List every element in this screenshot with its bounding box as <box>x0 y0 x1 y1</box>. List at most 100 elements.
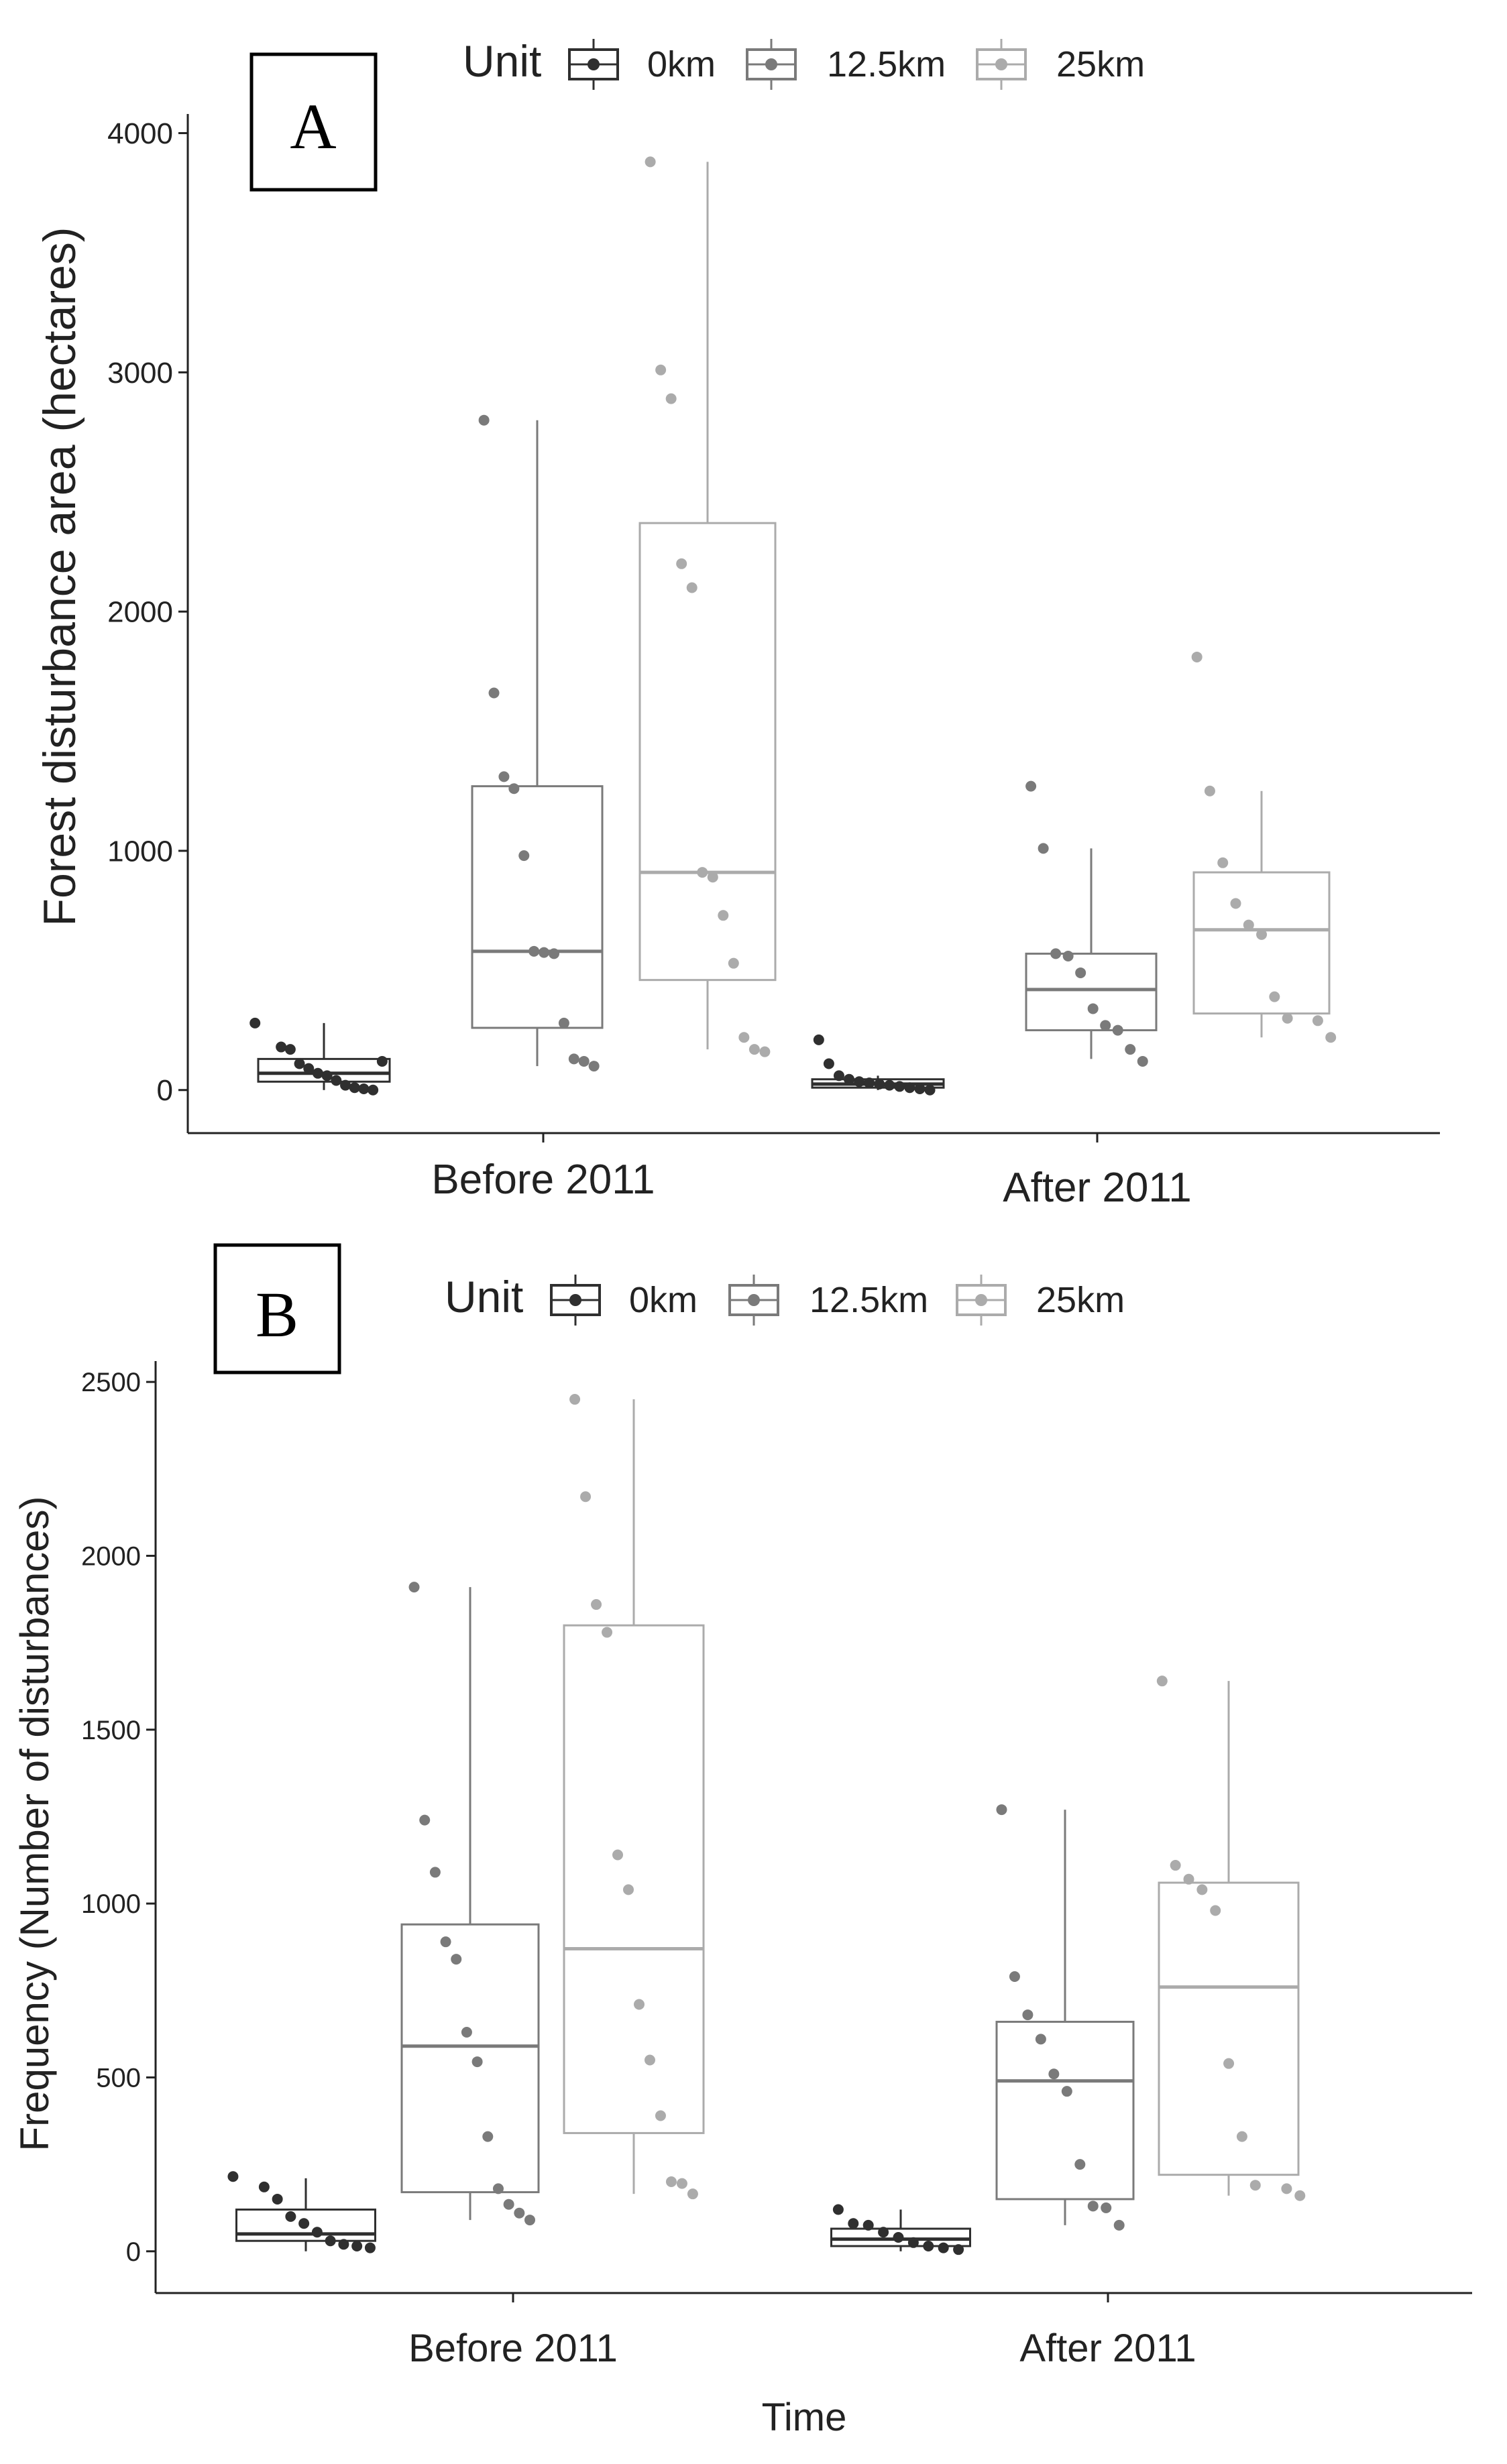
data-point <box>1312 1015 1323 1026</box>
box-iqr <box>638 522 777 982</box>
data-point <box>1038 843 1049 854</box>
data-point <box>368 1084 379 1096</box>
legend-a-title: Unit <box>463 36 541 86</box>
data-point <box>1112 1024 1123 1036</box>
data-point <box>738 1032 750 1043</box>
data-point <box>1050 948 1062 959</box>
data-point <box>665 2176 677 2188</box>
data-point <box>498 771 510 782</box>
box-iqr <box>471 785 604 1029</box>
data-point <box>285 2211 296 2222</box>
legend-a-item-0km <box>568 39 619 90</box>
data-point <box>227 2171 239 2182</box>
y-tick-label-b-500: 500 <box>96 2063 141 2093</box>
data-point <box>893 2232 904 2243</box>
y-tick-label-a-0: 0 <box>157 1074 173 1107</box>
panel-a-label-box <box>249 52 378 192</box>
data-point <box>1196 1884 1208 1895</box>
data-point <box>1230 898 1241 909</box>
box-iqr <box>1158 1881 1300 2176</box>
data-point <box>419 1814 431 1826</box>
data-point <box>331 1075 342 1086</box>
data-point <box>558 1017 569 1029</box>
data-point <box>833 1070 844 1081</box>
box-iqr <box>400 1923 540 2194</box>
data-point <box>612 1849 624 1861</box>
y-axis-title-b: Frequency (Number of disturbances) <box>12 1496 57 2151</box>
data-point <box>759 1046 771 1057</box>
data-point <box>1062 950 1074 961</box>
data-point <box>249 1017 261 1029</box>
legend-key-point <box>569 1294 581 1306</box>
box-a-25km-before-2011 <box>638 156 777 1057</box>
data-point <box>588 1061 600 1072</box>
data-point <box>854 1076 865 1088</box>
data-point <box>325 2235 336 2247</box>
data-point <box>697 867 708 878</box>
data-point <box>1074 2159 1086 2170</box>
data-point <box>478 414 490 426</box>
data-point <box>1170 1860 1181 1871</box>
legend-b-label-0km: 0km <box>629 1280 697 1320</box>
legend-key-point <box>765 58 777 70</box>
panel-b-label: B <box>256 1279 298 1350</box>
legend-b-label-25km: 25km <box>1036 1280 1125 1320</box>
data-point <box>1281 2183 1292 2194</box>
legend-b-item-25km <box>956 1275 1007 1326</box>
data-point <box>311 2227 323 2238</box>
data-point <box>907 2237 919 2248</box>
y-tick-label-a-1000: 1000 <box>107 835 173 868</box>
data-point <box>1243 919 1254 931</box>
data-point <box>1256 929 1268 940</box>
data-point <box>358 1083 370 1094</box>
box-a-25km-after-2011 <box>1191 651 1337 1043</box>
data-point <box>1113 2219 1125 2231</box>
y-tick-label-b-0: 0 <box>126 2237 141 2267</box>
data-point <box>1035 2034 1046 2045</box>
legend-b-item-12-5km <box>728 1275 779 1326</box>
data-point <box>591 1599 602 1610</box>
data-point <box>376 1055 388 1067</box>
legend-a-label-12-5km: 12.5km <box>827 44 946 84</box>
data-point <box>294 1058 305 1069</box>
data-point <box>1223 2058 1235 2069</box>
box-iqr <box>257 1057 391 1083</box>
data-point <box>1022 2009 1034 2021</box>
plot-area-b <box>227 1394 1306 2255</box>
x-axis-title: Time <box>762 2396 847 2439</box>
legend-key-point <box>588 58 600 70</box>
panel-b: Unit 0km 12.5km 25km B Frequency (Number… <box>12 1243 1472 2439</box>
data-point <box>938 2242 949 2253</box>
y-tick-label-b-1500: 1500 <box>81 1716 141 1745</box>
data-point <box>823 1058 834 1069</box>
data-point <box>862 2219 874 2231</box>
panel-a: Unit 0km 12.5km 25km A Forest disturbanc… <box>34 36 1440 1211</box>
data-point <box>321 1070 333 1081</box>
y-tick-label-b-2000: 2000 <box>81 1541 141 1571</box>
data-point <box>1282 1012 1293 1024</box>
data-point <box>492 2183 504 2194</box>
data-point <box>528 945 540 957</box>
data-point <box>1269 991 1280 1002</box>
legend-key-point <box>995 58 1007 70</box>
box-b-0km-after-2011 <box>830 2204 971 2255</box>
y-tick-label-a-3000: 3000 <box>107 357 173 390</box>
data-point <box>602 1627 613 1638</box>
data-point <box>1048 2068 1060 2080</box>
data-point <box>953 2244 964 2255</box>
data-point <box>924 1084 936 1096</box>
data-point <box>864 1077 875 1089</box>
data-point <box>718 910 729 921</box>
data-point <box>844 1073 855 1085</box>
data-point <box>923 2240 934 2251</box>
data-point <box>633 1999 645 2010</box>
data-point <box>676 558 687 569</box>
data-point <box>1075 967 1086 978</box>
data-point <box>451 1954 462 1965</box>
data-point <box>569 1394 581 1405</box>
data-point <box>578 1055 590 1067</box>
data-point <box>1009 1971 1020 1983</box>
legend-b-title: Unit <box>445 1272 523 1322</box>
data-point <box>1236 2131 1247 2142</box>
